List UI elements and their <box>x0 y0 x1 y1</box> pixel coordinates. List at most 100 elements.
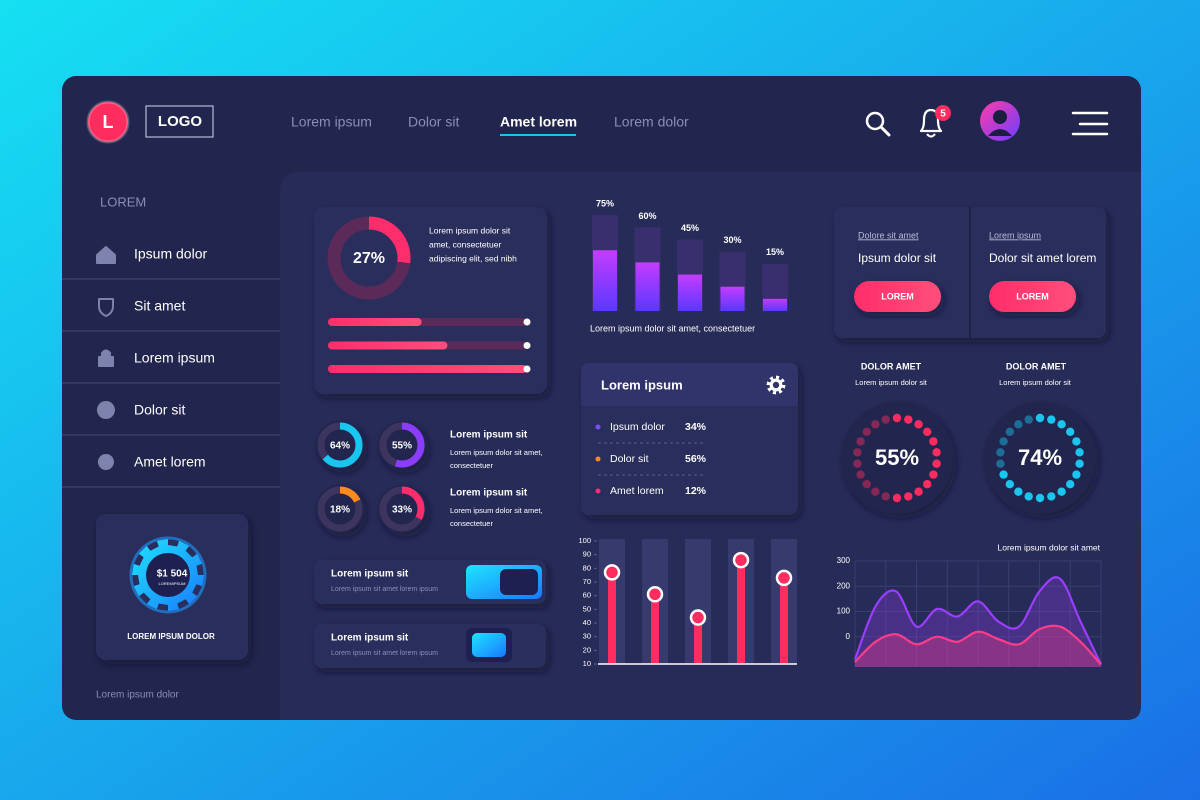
donut-text: adipiscing elit, sed nibh <box>429 253 517 263</box>
y-tick-label: 90 <box>583 550 591 559</box>
wallet-caption: LOREMIPSUM <box>159 581 186 586</box>
gauge-dot <box>1047 415 1056 424</box>
bar-value-label: 30% <box>723 235 741 245</box>
sidebar-item[interactable]: Amet lorem <box>134 454 206 470</box>
list-row-name: Amet lorem <box>610 485 664 497</box>
nav-item[interactable]: Lorem ipsum <box>291 114 372 130</box>
donut-label: 27% <box>353 250 385 267</box>
sidebar-item[interactable]: Dolor sit <box>134 402 185 418</box>
toggle-title: Lorem ipsum sit <box>331 569 409 580</box>
sidebar-icon <box>96 246 116 264</box>
lollipop-head <box>775 569 793 587</box>
y-tick-label: 60 <box>583 591 591 600</box>
lollipop-stem <box>780 577 788 664</box>
sidebar-item[interactable]: Ipsum dolor <box>134 246 207 262</box>
cta-button[interactable] <box>854 281 941 312</box>
lollipop-head <box>689 609 707 626</box>
list-row-name: Ipsum dolor <box>610 421 665 433</box>
donut-arc <box>379 422 425 468</box>
y-tick-label: 100 <box>578 536 591 545</box>
progress-bar <box>328 365 527 373</box>
lollipop-head <box>603 564 621 581</box>
nav-item[interactable]: Dolor sit <box>408 114 459 130</box>
cta-kicker: Lorem ipsum <box>989 230 1041 240</box>
wallet-ring <box>129 536 207 614</box>
gauge-dot <box>881 415 890 424</box>
wallet-amount: $1 504 <box>157 569 188 580</box>
toggle-knob <box>500 569 538 595</box>
lollipop-stem <box>608 572 616 664</box>
progress-knob <box>523 318 531 326</box>
legend-dot <box>595 424 601 430</box>
list-card-header <box>581 363 798 406</box>
lollipop-stem <box>694 617 702 664</box>
y-tick-label: 40 <box>583 618 591 627</box>
area-line <box>854 624 1102 666</box>
notification-count: 5 <box>940 109 946 120</box>
list-row-value: 12% <box>685 485 707 497</box>
y-tick-label: 30 <box>583 632 591 641</box>
sidebar-item[interactable]: Sit amet <box>134 298 185 314</box>
donut-arc <box>317 486 363 532</box>
bell-icon[interactable] <box>919 108 943 138</box>
gauge-dot <box>923 480 932 489</box>
sidebar-icon <box>98 349 114 367</box>
sidebar-icon <box>97 401 115 419</box>
mini-donut-label: 55% <box>392 441 412 452</box>
progress-bar <box>328 341 448 350</box>
cta-button-label[interactable]: LOREM <box>881 291 914 301</box>
gauge-dot <box>862 427 871 436</box>
toggle-body: Lorem ipsum sit amet lorem ipsum <box>331 650 438 657</box>
gauge-dots <box>996 413 1084 503</box>
bar <box>593 250 617 311</box>
y-tick-label: 300 <box>837 556 851 565</box>
toggle-knob <box>472 633 506 657</box>
gauge-dot <box>1005 480 1014 489</box>
gauge-dot <box>856 437 865 446</box>
sidebar-item[interactable]: Lorem ipsum <box>134 350 215 366</box>
mini-donut-body: consectetuer <box>450 461 493 470</box>
gauge-dot <box>914 487 923 496</box>
nav-item[interactable]: Lorem dolor <box>614 114 689 130</box>
sidebar-footer: Lorem ipsum dolor <box>96 690 179 701</box>
wallet-gear-hole <box>146 553 190 597</box>
gauge-dot <box>892 413 902 423</box>
y-tick-label: 0 <box>846 632 851 641</box>
gauge-subtitle: Lorem ipsum dolor sit <box>855 378 928 387</box>
mini-donut-label: 18% <box>330 505 350 516</box>
progress-knob <box>523 342 531 349</box>
gauge-dot <box>932 459 941 468</box>
y-tick-label: 50 <box>583 604 591 613</box>
cta-button-label[interactable]: LOREM <box>1016 291 1049 301</box>
cta-title: Dolor sit amet lorem <box>989 251 1096 265</box>
gauge-dot <box>881 492 890 501</box>
nav-item[interactable]: Amet lorem <box>500 114 577 130</box>
cta-button[interactable] <box>989 281 1076 312</box>
search-icon[interactable] <box>865 111 885 131</box>
bar <box>720 286 745 311</box>
mini-donut-label: 64% <box>330 441 350 452</box>
y-tick-label: 200 <box>837 581 851 590</box>
donut-arc <box>379 486 425 532</box>
gauge-dot <box>1057 487 1066 496</box>
lollipop-head <box>646 586 664 603</box>
donut-text: Lorem ipsum dolor sit <box>429 225 511 235</box>
legend-dot <box>595 456 601 462</box>
y-tick-label: 20 <box>583 645 591 654</box>
logo-text: LOGO <box>158 113 202 130</box>
gauge-dot <box>1066 427 1075 436</box>
donut-arc <box>327 216 411 300</box>
sidebar-icon <box>97 454 114 470</box>
gauge-dot <box>1066 480 1075 489</box>
area-title: Lorem ipsum dolor sit amet <box>997 542 1100 552</box>
gauge-dot <box>1072 437 1081 446</box>
gauge-dot <box>923 427 932 436</box>
list-card-title: Lorem ipsum <box>601 377 683 392</box>
logo-letter: L <box>103 112 114 132</box>
list-row-name: Dolor sit <box>610 453 649 465</box>
bar-caption: Lorem ipsum dolor sit amet, consectetuer <box>590 323 755 333</box>
lollipop-stem <box>737 560 745 664</box>
gauge-dot <box>1075 459 1084 468</box>
